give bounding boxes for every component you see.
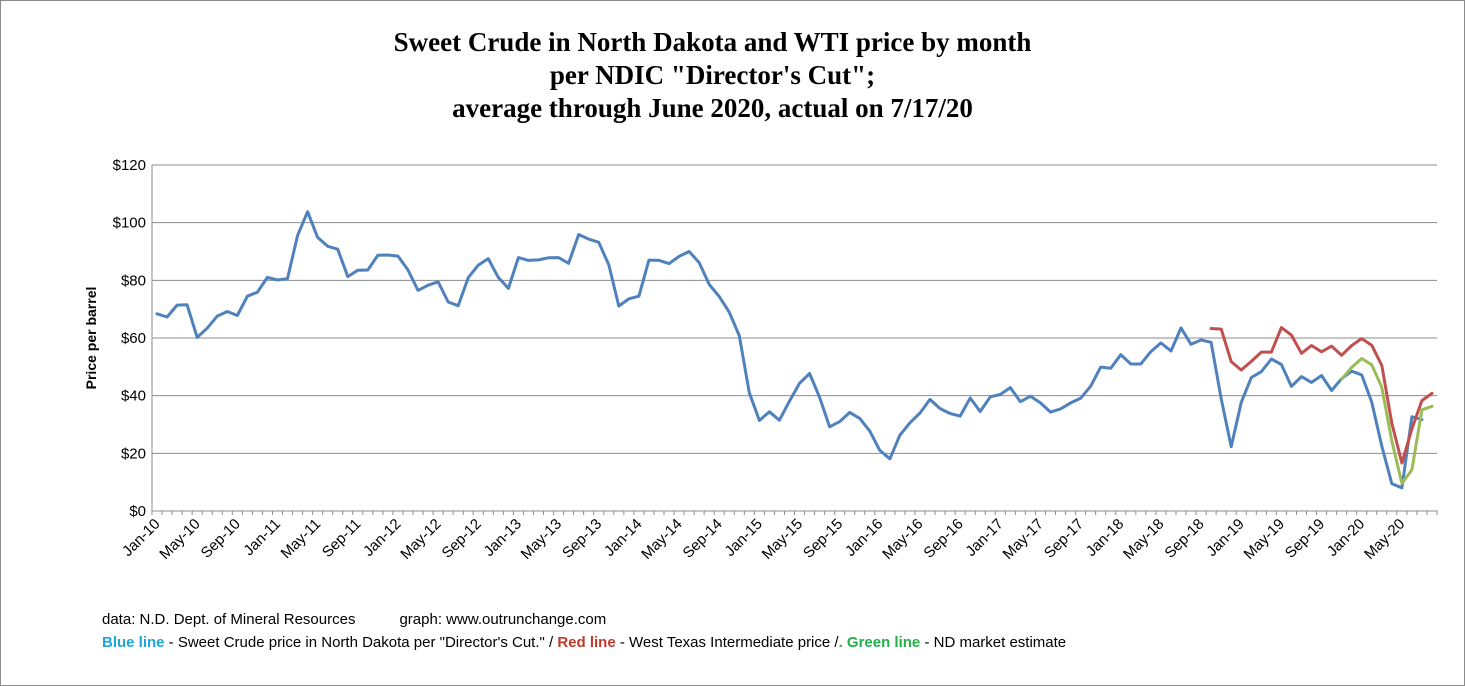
x-tick-label: Jan-11: [240, 516, 284, 560]
x-tick-label: May-11: [278, 516, 325, 563]
blue-line-label: Blue line: [102, 634, 165, 651]
x-tick-label: Jan-16: [842, 516, 886, 560]
x-tick-label: Jan-10: [119, 516, 163, 560]
x-tick-label: May-14: [638, 516, 685, 563]
x-tick-label: May-18: [1120, 516, 1167, 563]
y-tick-label: $20: [121, 445, 146, 462]
series-line-2: [1209, 326, 1434, 465]
x-tick-label: May-12: [397, 516, 444, 563]
x-tick-label: Sep-17: [1041, 516, 1087, 562]
x-tick-label: Jan-20: [1324, 516, 1368, 560]
y-tick-label: $120: [113, 157, 146, 174]
y-tick-label: $0: [129, 503, 146, 520]
x-tick-label: Sep-16: [920, 516, 966, 562]
x-tick-label: Sep-18: [1161, 516, 1207, 562]
blue-line-description: - Sweet Crude price in North Dakota per …: [164, 634, 558, 651]
x-tick-label: Sep-19: [1282, 516, 1328, 562]
chart-title-line-2: per NDIC "Director's Cut";: [549, 60, 876, 90]
graph-credit-note: graph: www.outrunchange.com: [399, 611, 607, 628]
y-axis-tick-labels: $0 $20 $40 $60 $80 $100 $120: [113, 157, 146, 520]
series-line-3: [1340, 357, 1434, 485]
chart-title: Sweet Crude in North Dakota and WTI pric…: [0, 26, 1425, 125]
data-source-note: data: N.D. Dept. of Mineral Resources: [102, 611, 356, 628]
green-dot: .: [838, 634, 843, 651]
x-tick-label: Sep-11: [319, 516, 364, 561]
x-tick-label: Jan-17: [962, 516, 1006, 560]
x-tick-label: Sep-14: [680, 516, 726, 562]
x-tick-label: May-16: [879, 516, 926, 563]
red-line-description: - West Texas Intermediate price /: [615, 634, 839, 651]
x-tick-label: May-20: [1361, 516, 1408, 563]
x-tick-label: Jan-19: [1203, 516, 1247, 560]
x-tick-label: Jan-13: [481, 516, 525, 560]
y-tick-label: $60: [121, 330, 146, 347]
x-tick-label: May-19: [1241, 516, 1288, 563]
y-tick-label: $80: [121, 272, 146, 289]
x-tick-label: Sep-10: [198, 516, 244, 562]
x-tick-label: May-13: [518, 516, 565, 563]
x-tick-label: Jan-12: [360, 516, 404, 560]
x-tick-label: Jan-14: [601, 516, 645, 560]
green-line-description: - ND market estimate: [920, 634, 1067, 651]
y-axis-label: Price per barrel: [83, 287, 99, 390]
series-line-1: [155, 210, 1424, 490]
chart-title-line-1: Sweet Crude in North Dakota and WTI pric…: [393, 27, 1032, 57]
x-tick-label: Sep-13: [559, 516, 605, 562]
y-tick-label: $100: [113, 215, 146, 232]
green-line-label: Green line: [842, 634, 921, 651]
x-tick-label: May-10: [156, 516, 203, 563]
gridlines: [151, 164, 1437, 512]
x-tick-label: Sep-12: [439, 516, 485, 562]
x-axis-tick-labels: Jan-10May-10Sep-10Jan-11May-11Sep-11Jan-…: [119, 511, 1438, 563]
data-series: [155, 210, 1434, 490]
legend-line: Blue line - Sweet Crude price in North D…: [102, 631, 1066, 654]
y-tick-label: $40: [121, 388, 146, 405]
red-line-label: Red line: [557, 634, 616, 651]
chart-title-line-3: average through June 2020, actual on 7/1…: [452, 93, 973, 123]
x-tick-label: Jan-18: [1083, 516, 1127, 560]
notes: data: N.D. Dept. of Mineral Resources gra…: [102, 608, 1066, 654]
x-tick-label: Sep-15: [800, 516, 846, 562]
source-line: data: N.D. Dept. of Mineral Resources gra…: [102, 608, 1066, 631]
x-tick-label: May-15: [759, 516, 806, 563]
x-tick-label: Jan-15: [721, 516, 765, 560]
x-tick-label: May-17: [1000, 516, 1047, 563]
